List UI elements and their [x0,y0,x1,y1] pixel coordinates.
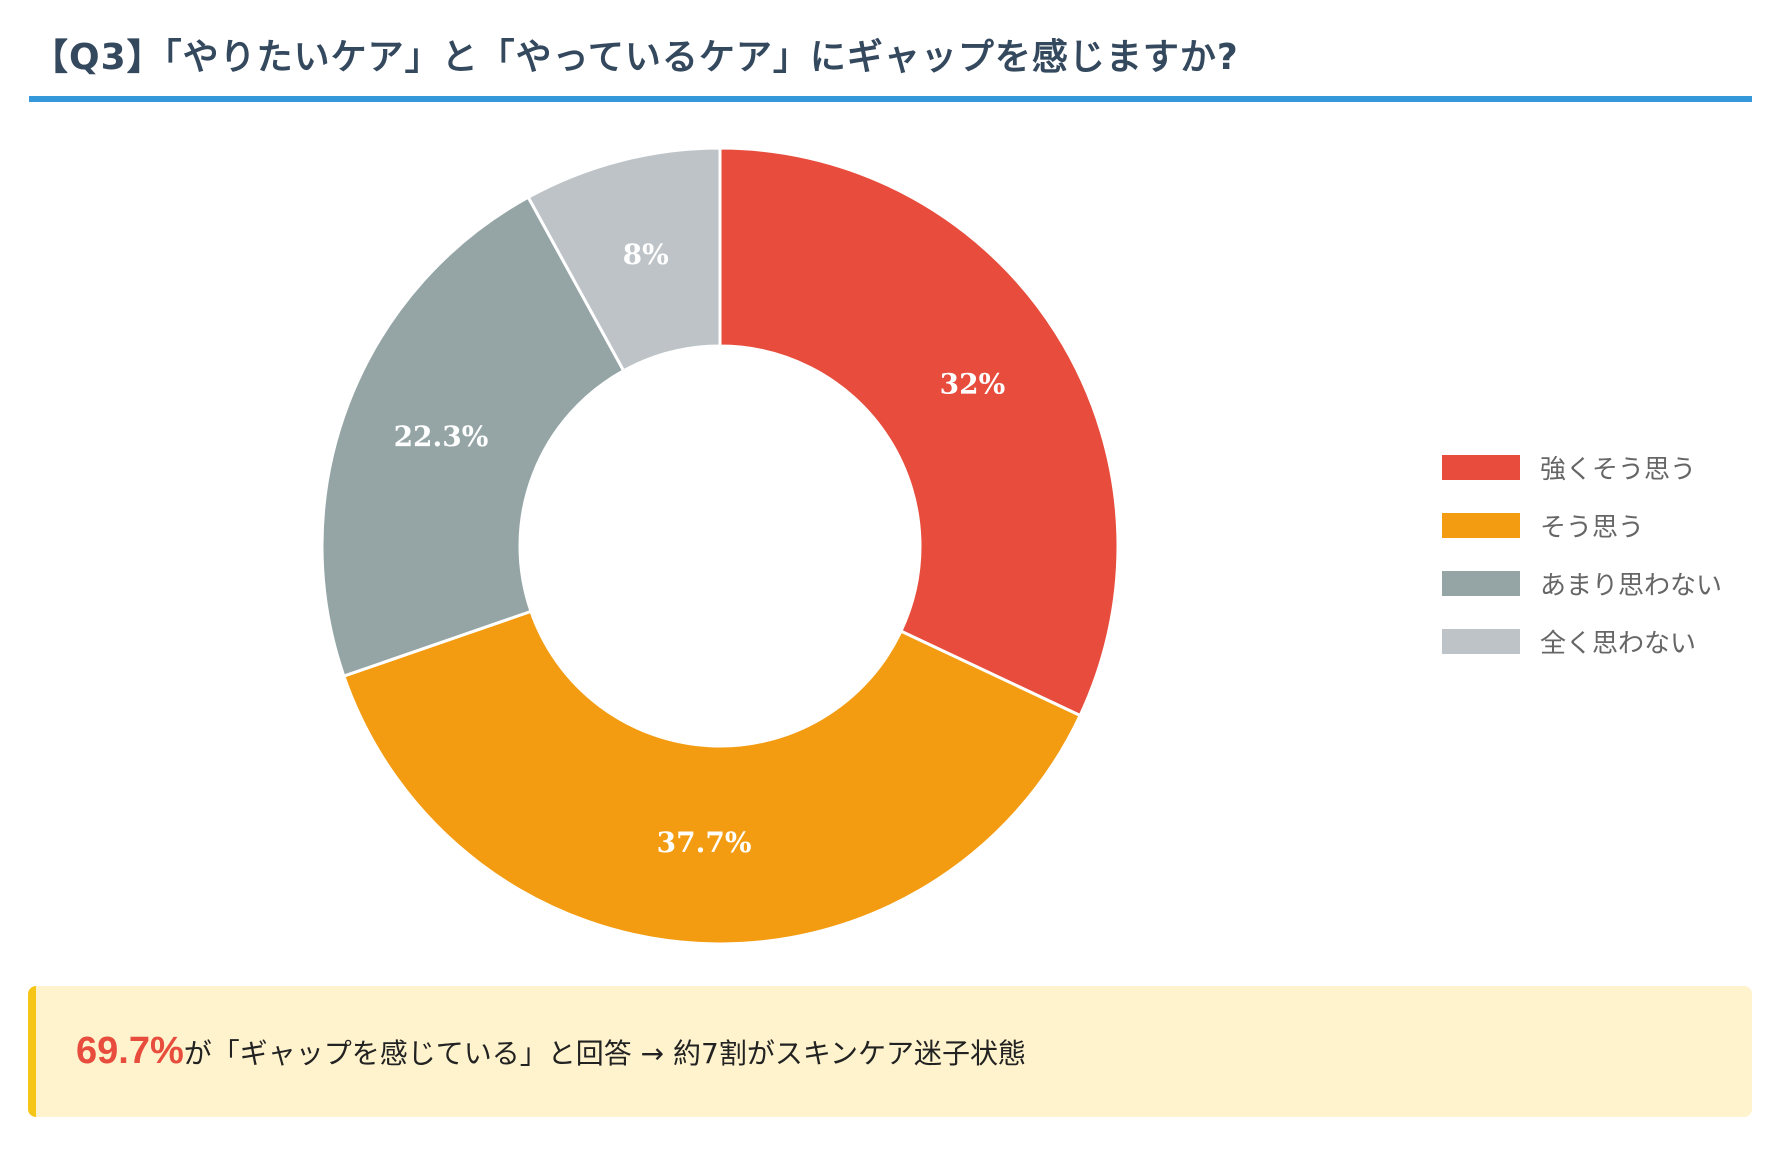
slice-strongly-disagree[interactable] [526,146,722,373]
legend-label: そう思う [1540,512,1645,543]
slice-disagree[interactable] [320,195,626,679]
legend-label: 全く思わない [1540,628,1697,659]
callout-text: が「ギャップを感じている」と回答 → 約7割がスキンケア迷子状態 [183,1036,1026,1070]
slice-label-strongly-disagree: 8% [623,238,669,271]
legend-swatch [1442,454,1520,480]
legend-swatch [1442,628,1520,654]
slice-label-agree: 37.7% [657,826,752,859]
donut-chart: 32% 37.7% 22.3% 8% [320,146,1120,946]
legend-swatch [1442,512,1520,538]
chart-legend: 強くそう思う そう思う あまり思わない 全く思わない [1442,438,1722,670]
legend-label: あまり思わない [1540,570,1723,601]
legend-label: 強くそう思う [1540,454,1697,485]
legend-item-strongly-agree[interactable]: 強くそう思う [1442,438,1722,496]
legend-item-strongly-disagree[interactable]: 全く思わない [1442,612,1722,670]
slice-label-strongly-agree: 32% [940,367,1006,400]
summary-callout: 69.7% が「ギャップを感じている」と回答 → 約7割がスキンケア迷子状態 [28,986,1752,1117]
slice-label-disagree: 22.3% [394,420,489,453]
slice-agree[interactable] [341,609,1083,946]
title-underline [29,96,1752,102]
callout-highlight-percent: 69.7% [76,1030,184,1072]
legend-item-agree[interactable]: そう思う [1442,496,1722,554]
legend-item-disagree[interactable]: あまり思わない [1442,554,1722,612]
slice-strongly-agree[interactable] [718,146,1120,718]
legend-swatch [1442,570,1520,596]
chart-title: 【Q3】「やりたいケア」と「やっているケア」にギャップを感じますか? [32,37,1239,78]
